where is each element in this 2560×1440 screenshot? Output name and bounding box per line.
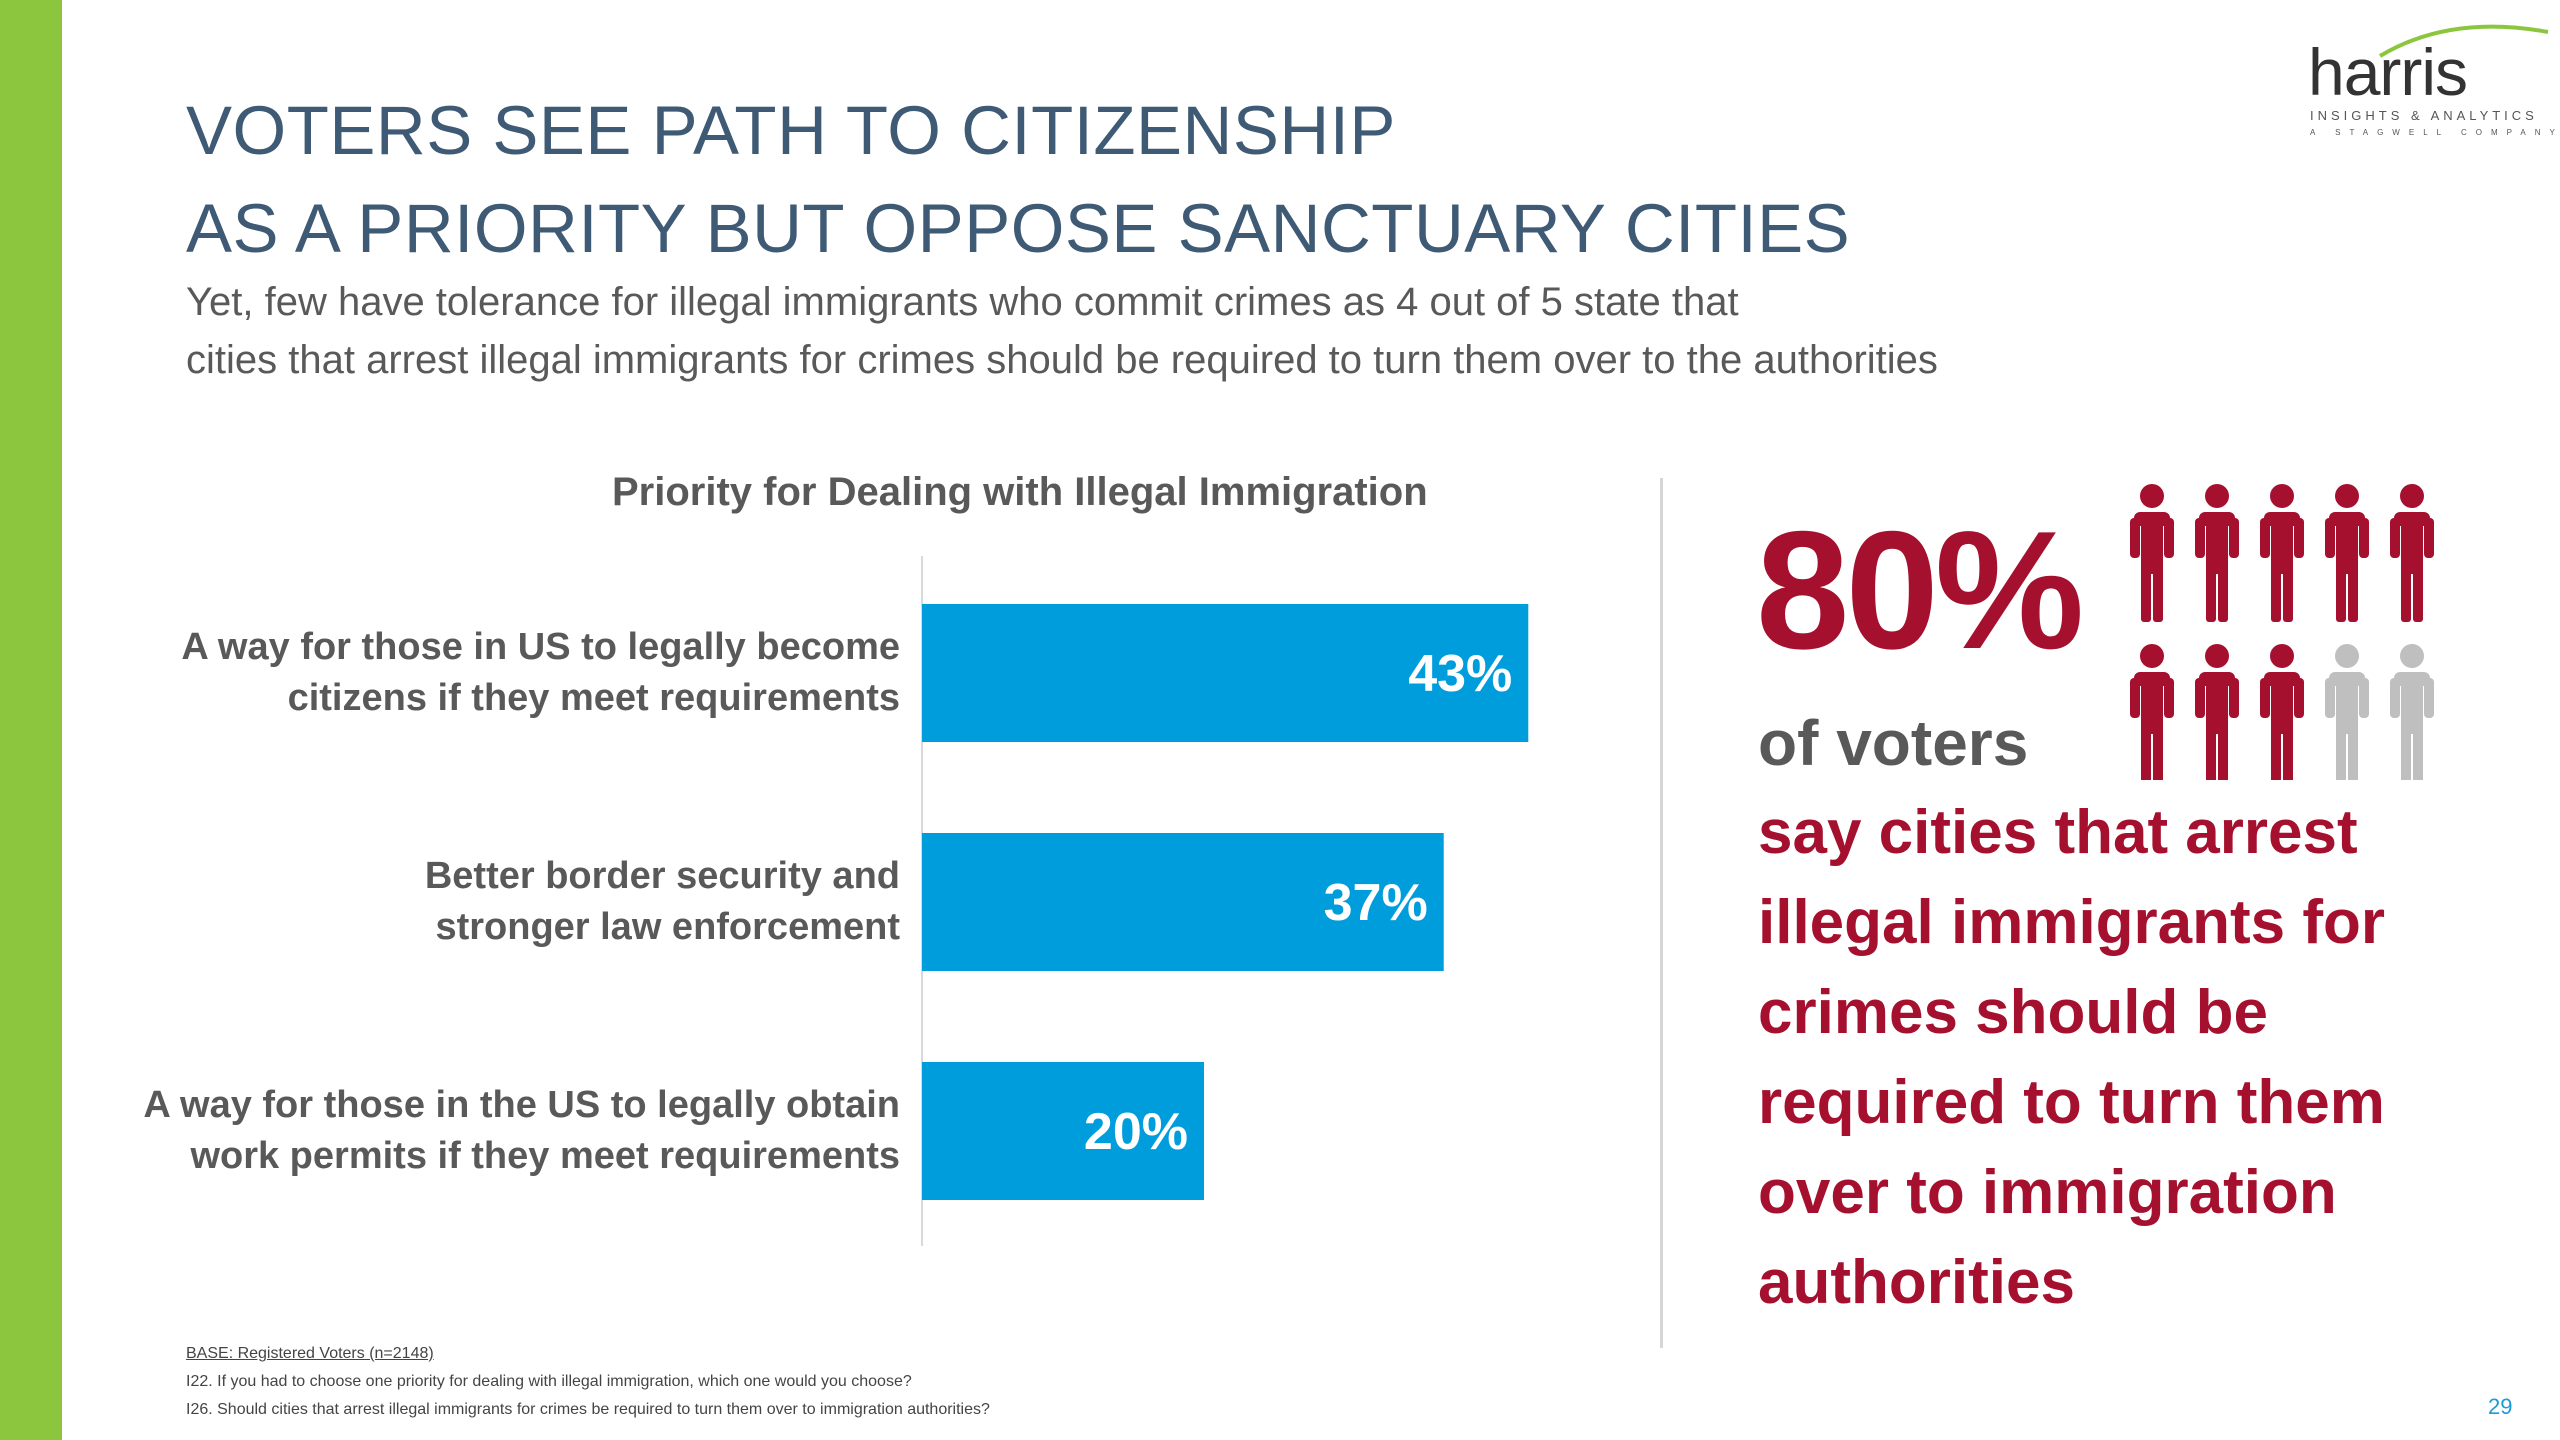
footnote-base: BASE: Registered Voters (n=2148): [186, 1345, 434, 1362]
person-icon-8: [2260, 644, 2304, 780]
harris-logo: harris INSIGHTS & ANALYTICS A STAGWELL C…: [2290, 20, 2555, 150]
accent-side-bar: [0, 0, 62, 1440]
bar-value-label-3: 20%: [1084, 1103, 1188, 1161]
subtitle-line-1: Yet, few have tolerance for illegal immi…: [186, 280, 1739, 324]
callout-statement: say cities that arrest illegal immigrant…: [1758, 798, 2386, 1317]
page-number: 29: [2488, 1394, 2513, 1419]
bar-value-label-1: 43%: [1408, 645, 1512, 703]
title-line-2: AS A PRIORITY BUT OPPOSE SANCTUARY CITIE…: [186, 190, 1851, 267]
logo-wordmark: harris: [2308, 35, 2468, 109]
person-icon-10: [2390, 644, 2434, 780]
person-icon-7: [2195, 644, 2239, 780]
logo-tagline: INSIGHTS & ANALYTICS: [2310, 108, 2538, 123]
chart-title: Priority for Dealing with Illegal Immigr…: [612, 470, 1428, 514]
footnotes: BASE: Registered Voters (n=2148) I22. If…: [186, 1340, 990, 1424]
person-icon-1: [2130, 484, 2174, 622]
subtitle-line-2: cities that arrest illegal immigrants fo…: [186, 338, 1938, 382]
bar-value-label-2: 37%: [1324, 874, 1428, 932]
footnote-question-i22: I22. If you had to choose one priority f…: [186, 1373, 912, 1390]
footnote-question-i26: I26. Should cities that arrest illegal i…: [186, 1401, 990, 1418]
callout-percent: 80%: [1756, 496, 2084, 684]
bar-3: [922, 1062, 1204, 1200]
person-icon-3: [2260, 484, 2304, 622]
person-icon-4: [2325, 484, 2369, 622]
person-icon-6: [2130, 644, 2174, 780]
slide-title: VOTERS SEE PATH TO CITIZENSHIP AS A PRIO…: [186, 82, 1850, 278]
category-label-1: A way for those in US to legally become …: [181, 626, 900, 719]
callout-of-voters: of voters: [1758, 707, 2029, 779]
slide-subtitle: Yet, few have tolerance for illegal immi…: [186, 273, 1938, 389]
section-divider: [1660, 478, 1663, 1348]
person-icon-2: [2195, 484, 2239, 622]
category-label-3: A way for those in the US to legally obt…: [143, 1084, 900, 1177]
logo-swoosh-icon: [2378, 24, 2549, 58]
category-label-2: Better border security and stronger law …: [424, 855, 900, 948]
bar-2: [922, 833, 1444, 971]
person-icon-9: [2325, 644, 2369, 780]
bar-1: [922, 604, 1529, 742]
title-line-1: VOTERS SEE PATH TO CITIZENSHIP: [186, 92, 1396, 169]
logo-parent-company: A STAGWELL COMPANY: [2310, 128, 2560, 137]
people-pictogram: [2130, 484, 2434, 780]
person-icon-5: [2390, 484, 2434, 622]
